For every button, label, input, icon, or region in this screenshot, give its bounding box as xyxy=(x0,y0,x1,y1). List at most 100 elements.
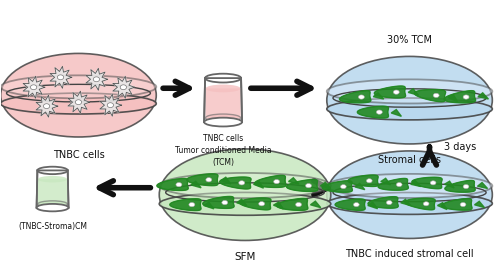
Polygon shape xyxy=(442,199,472,210)
Ellipse shape xyxy=(0,75,156,98)
Polygon shape xyxy=(414,90,446,102)
Ellipse shape xyxy=(386,201,392,205)
Ellipse shape xyxy=(30,85,36,90)
Polygon shape xyxy=(191,181,201,188)
Polygon shape xyxy=(381,178,390,185)
Polygon shape xyxy=(157,178,188,190)
Ellipse shape xyxy=(107,103,114,107)
Ellipse shape xyxy=(430,181,436,185)
Ellipse shape xyxy=(58,75,64,80)
Polygon shape xyxy=(254,175,286,187)
Ellipse shape xyxy=(354,202,359,207)
Ellipse shape xyxy=(160,149,331,241)
Ellipse shape xyxy=(327,98,492,120)
Text: Stromal cells: Stromal cells xyxy=(378,155,441,165)
Ellipse shape xyxy=(206,178,212,182)
Ellipse shape xyxy=(38,201,68,207)
Polygon shape xyxy=(220,177,251,189)
Ellipse shape xyxy=(327,56,492,144)
Polygon shape xyxy=(274,202,283,209)
Ellipse shape xyxy=(274,180,280,184)
Polygon shape xyxy=(438,203,447,210)
Polygon shape xyxy=(410,181,421,187)
Ellipse shape xyxy=(463,95,469,99)
Polygon shape xyxy=(276,198,308,210)
Ellipse shape xyxy=(327,193,492,214)
Polygon shape xyxy=(335,199,365,210)
Polygon shape xyxy=(408,89,418,95)
Ellipse shape xyxy=(160,173,331,198)
Polygon shape xyxy=(405,198,435,210)
Ellipse shape xyxy=(460,202,466,207)
Polygon shape xyxy=(448,94,458,102)
Polygon shape xyxy=(355,183,365,190)
Text: TNBC induced stromal cell: TNBC induced stromal cell xyxy=(345,249,474,259)
Polygon shape xyxy=(310,201,321,208)
Text: SFM: SFM xyxy=(234,252,256,262)
Polygon shape xyxy=(204,202,214,209)
Ellipse shape xyxy=(176,183,182,187)
Polygon shape xyxy=(113,76,134,98)
Polygon shape xyxy=(378,178,408,190)
Ellipse shape xyxy=(433,93,439,97)
Ellipse shape xyxy=(306,184,312,188)
Ellipse shape xyxy=(206,85,240,92)
Polygon shape xyxy=(368,202,378,209)
Text: TNBC cells
Tumor conditioned Media
(TCM): TNBC cells Tumor conditioned Media (TCM) xyxy=(175,134,272,167)
Polygon shape xyxy=(288,178,299,184)
Polygon shape xyxy=(322,181,352,192)
Polygon shape xyxy=(236,199,247,206)
Polygon shape xyxy=(38,179,68,204)
Ellipse shape xyxy=(38,167,68,174)
Polygon shape xyxy=(23,76,45,98)
Polygon shape xyxy=(204,78,242,122)
Ellipse shape xyxy=(38,176,67,183)
Ellipse shape xyxy=(376,110,382,114)
Polygon shape xyxy=(203,197,234,208)
Polygon shape xyxy=(254,181,264,188)
Ellipse shape xyxy=(239,181,244,185)
Ellipse shape xyxy=(204,118,242,126)
Polygon shape xyxy=(374,86,406,98)
Polygon shape xyxy=(100,94,122,116)
Polygon shape xyxy=(86,68,108,90)
Ellipse shape xyxy=(396,183,402,187)
Ellipse shape xyxy=(94,77,100,82)
Polygon shape xyxy=(187,174,218,186)
Polygon shape xyxy=(170,199,201,211)
Polygon shape xyxy=(36,95,58,117)
Polygon shape xyxy=(240,198,271,210)
Ellipse shape xyxy=(0,93,156,114)
Polygon shape xyxy=(444,181,454,188)
Ellipse shape xyxy=(189,202,195,207)
Text: TNBC cells: TNBC cells xyxy=(52,150,104,160)
Ellipse shape xyxy=(76,100,82,104)
Polygon shape xyxy=(348,175,378,187)
Polygon shape xyxy=(50,66,72,88)
Polygon shape xyxy=(444,91,476,103)
Ellipse shape xyxy=(160,193,331,215)
Ellipse shape xyxy=(120,85,126,90)
Polygon shape xyxy=(400,199,410,205)
Ellipse shape xyxy=(358,95,364,99)
Ellipse shape xyxy=(463,184,469,189)
Ellipse shape xyxy=(394,90,400,94)
Polygon shape xyxy=(474,201,484,208)
Polygon shape xyxy=(478,93,488,99)
Polygon shape xyxy=(220,177,231,184)
Polygon shape xyxy=(445,180,475,192)
Ellipse shape xyxy=(366,179,372,183)
Ellipse shape xyxy=(222,200,228,205)
Ellipse shape xyxy=(327,151,492,238)
Text: (TNBC-Stroma)CM: (TNBC-Stroma)CM xyxy=(18,222,87,231)
Ellipse shape xyxy=(36,204,68,211)
Polygon shape xyxy=(206,89,240,118)
Polygon shape xyxy=(412,177,442,189)
Ellipse shape xyxy=(424,202,429,206)
Polygon shape xyxy=(340,91,371,103)
Ellipse shape xyxy=(205,74,241,83)
Ellipse shape xyxy=(258,202,264,206)
Text: 3 days: 3 days xyxy=(444,143,476,153)
Polygon shape xyxy=(320,182,331,189)
Polygon shape xyxy=(36,170,68,208)
